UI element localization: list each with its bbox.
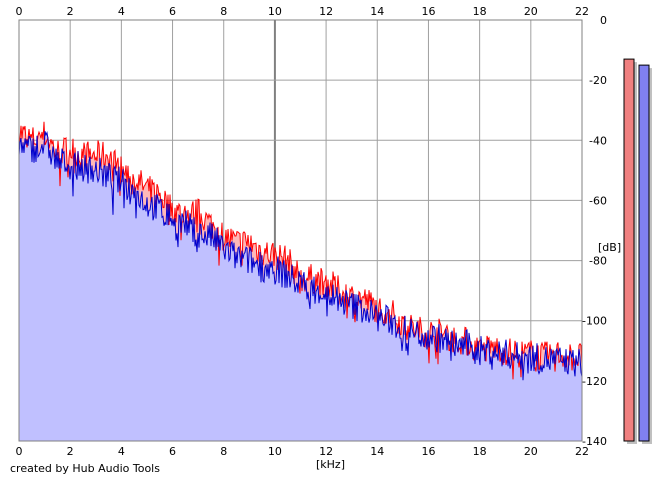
x-tick-label-bottom: 0	[16, 445, 23, 458]
x-tick-label-top: 6	[169, 5, 176, 18]
y-axis-label: [dB]	[598, 241, 621, 254]
x-tick-label-top: 12	[319, 5, 333, 18]
x-tick-label-top: 16	[421, 5, 435, 18]
level-meters	[623, 58, 652, 444]
x-tick-label-top: 20	[524, 5, 538, 18]
x-tick-label-bottom: 20	[524, 445, 538, 458]
x-ticks-bottom: 0 2 4 6 8 10 12 14 16 18 20 22	[16, 445, 590, 458]
x-tick-label-top: 4	[118, 5, 125, 18]
y-tick-label: -40	[589, 134, 607, 147]
series-1-line	[18, 121, 583, 380]
x-tick-label-top: 14	[370, 5, 384, 18]
level-meter-bar	[623, 58, 635, 442]
x-tick-label-bottom: 12	[319, 445, 333, 458]
x-tick-label-top: 8	[220, 5, 227, 18]
y-tick-label: -20	[589, 74, 607, 87]
y-tick-label: 0	[600, 14, 607, 27]
x-tick-label-bottom: 22	[575, 445, 589, 458]
x-tick-label-top: 10	[268, 5, 282, 18]
series-2-line	[18, 130, 583, 381]
x-tick-label-bottom: 16	[421, 445, 435, 458]
x-tick-label-top: 0	[16, 5, 23, 18]
x-ticks-top: 0 2 4 6 8 10 12 14 16 18 20 22	[16, 5, 590, 18]
y-ticks: 0 -20 -40 -60 -80 -100 -120 -140	[582, 14, 607, 448]
y-tick-label: -80	[589, 255, 607, 268]
x-tick-label-bottom: 2	[67, 445, 74, 458]
level-meter-bar	[638, 64, 650, 442]
x-tick-label-bottom: 8	[220, 445, 227, 458]
x-tick-label-bottom: 14	[370, 445, 384, 458]
y-tick-label: -100	[582, 315, 607, 328]
x-tick-label-bottom: 6	[169, 445, 176, 458]
y-tick-label: -60	[589, 194, 607, 207]
credit-text: created by Hub Audio Tools	[10, 462, 160, 475]
y-tick-label: -140	[582, 435, 607, 448]
x-tick-label-bottom: 10	[268, 445, 282, 458]
y-tick-label: -120	[582, 375, 607, 388]
x-tick-label-top: 18	[473, 5, 487, 18]
x-tick-label-bottom: 18	[473, 445, 487, 458]
x-tick-label-bottom: 4	[118, 445, 125, 458]
x-axis-label: [kHz]	[316, 458, 345, 471]
x-tick-label-top: 22	[575, 5, 589, 18]
spectrum-lines	[18, 121, 583, 381]
plot-frame	[18, 19, 583, 442]
x-tick-label-top: 2	[67, 5, 74, 18]
